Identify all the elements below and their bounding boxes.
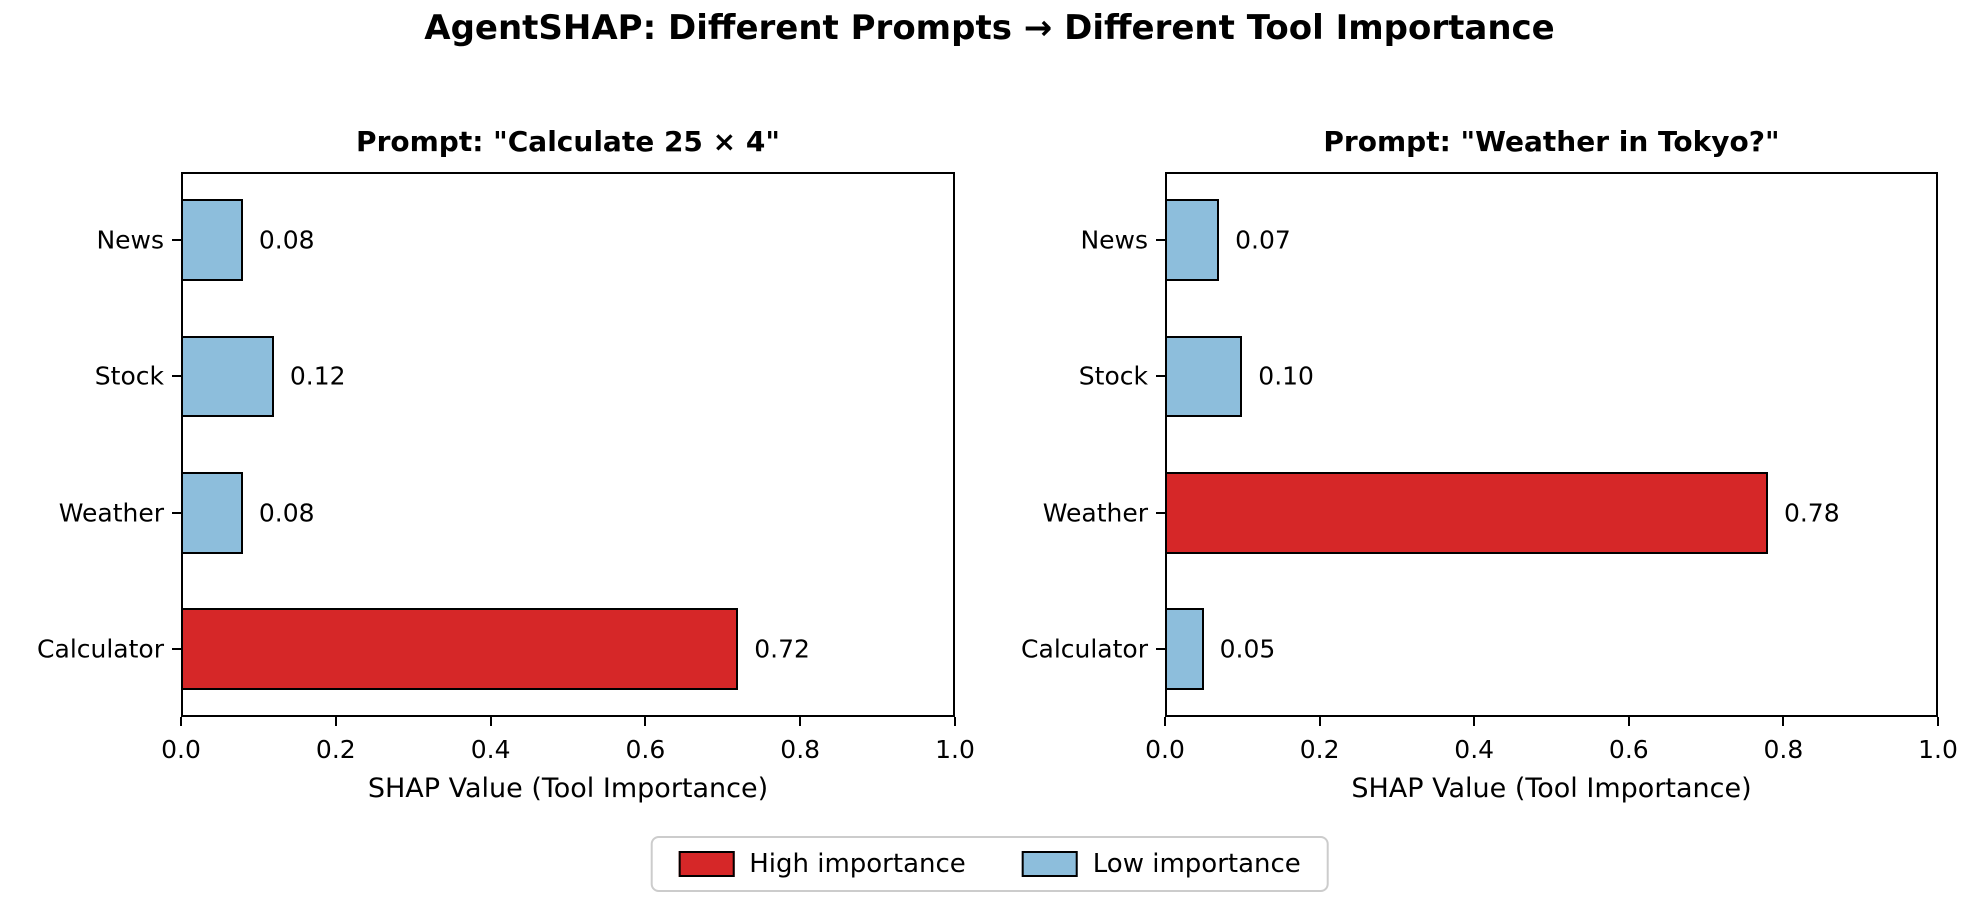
legend-label-low: Low importance [1092,849,1301,879]
value-label-weather: 0.78 [1783,498,1840,528]
x-tick-label-0.8: 0.8 [780,735,821,764]
x-tick-1.0 [1937,717,1939,726]
y-label-calculator: Calculator [37,634,164,664]
x-tick-0.6 [644,717,647,726]
y-tick-stock [1156,375,1165,378]
value-label-calculator: 0.72 [754,634,810,664]
y-tick-news [1156,239,1165,242]
y-label-weather: Weather [58,498,164,528]
y-tick-weather [1156,511,1165,514]
x-tick-label-0.2: 0.2 [315,735,356,764]
x-tick-label-0.6: 0.6 [625,735,666,764]
legend-item-high: High importance [678,849,966,879]
x-tick-0.4 [489,717,492,726]
value-label-news: 0.08 [258,225,315,255]
y-tick-calculator [1156,647,1165,650]
x-tick-label-0.6: 0.6 [1608,735,1649,764]
x-tick-0.2 [334,717,337,726]
value-label-news: 0.07 [1235,225,1291,255]
bar-stock [181,335,274,418]
y-label-news: News [96,225,164,255]
y-tick-stock [172,375,181,378]
left-chart: Prompt: "Calculate 25 × 4" SHAP Value (T… [37,125,975,804]
x-tick-label-0.0: 0.0 [161,735,201,764]
value-label-weather: 0.08 [258,498,315,528]
legend-item-low: Low importance [1021,849,1301,879]
right-x-axis-label: SHAP Value (Tool Importance) [1351,773,1752,804]
x-tick-0.0 [180,717,182,726]
x-tick-0.4 [1473,717,1476,726]
x-tick-1.0 [954,717,956,726]
y-tick-news [172,239,181,242]
y-label-news: News [1080,225,1148,255]
bar-calculator [1165,608,1204,690]
x-tick-label-0.2: 0.2 [1299,735,1340,764]
bar-stock [1165,335,1243,418]
x-tick-0.8 [1782,717,1785,726]
x-tick-label-0.4: 0.4 [1454,735,1495,764]
x-tick-label-1.0: 1.0 [935,735,975,764]
y-label-calculator: Calculator [1021,634,1148,664]
bar-weather [181,471,243,554]
x-tick-label-0.8: 0.8 [1763,735,1804,764]
x-tick-label-1.0: 1.0 [1918,735,1958,764]
bar-calculator [181,608,739,690]
high-importance-swatch-icon [678,851,735,877]
left-chart-title: Prompt: "Calculate 25 × 4" [356,125,780,158]
x-tick-0.6 [1627,717,1630,726]
right-chart: Prompt: "Weather in Tokyo?" SHAP Value (… [1021,125,1958,804]
legend-label-high: High importance [749,849,966,879]
x-tick-0.8 [799,717,802,726]
y-label-stock: Stock [94,361,164,391]
y-tick-weather [172,511,181,514]
value-label-calculator: 0.05 [1219,634,1276,664]
x-tick-0.2 [1318,717,1321,726]
legend: High importance Low importance [650,836,1329,892]
bar-news [1165,199,1220,281]
y-label-weather: Weather [1042,498,1148,528]
right-chart-title: Prompt: "Weather in Tokyo?" [1323,125,1780,158]
bar-weather [1165,471,1768,554]
figure-title: AgentSHAP: Different Prompts → Different… [424,8,1555,48]
x-tick-label-0.4: 0.4 [470,735,511,764]
value-label-stock: 0.10 [1258,361,1314,391]
value-label-stock: 0.12 [289,361,346,391]
y-label-stock: Stock [1078,361,1148,391]
y-tick-calculator [172,647,181,650]
low-importance-swatch-icon [1021,851,1078,877]
x-tick-label-0.0: 0.0 [1145,735,1185,764]
left-x-axis-label: SHAP Value (Tool Importance) [367,773,769,804]
x-tick-0.0 [1164,717,1166,726]
bar-news [181,199,243,281]
